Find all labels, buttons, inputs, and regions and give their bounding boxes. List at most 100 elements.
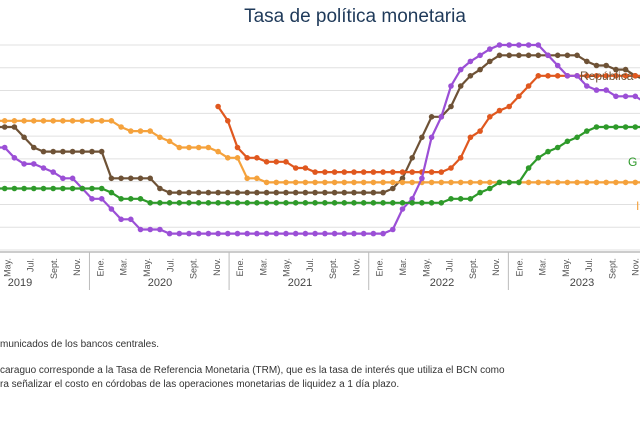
x-tick-label: Jul. [305,258,315,272]
x-tick-label: May. [282,258,292,277]
data-point [603,124,609,130]
data-point [89,196,95,202]
data-point [360,189,367,196]
data-point [322,179,328,186]
data-point [487,114,493,120]
data-point [292,179,299,186]
data-point [147,226,153,233]
data-point [254,175,260,182]
data-point [263,189,270,196]
data-point [166,230,173,237]
data-point [98,148,105,155]
data-point [535,179,542,186]
data-point [370,169,377,175]
data-point [613,73,619,79]
policy-rate-chart: Tasa de política monetaria May. Jul. Sept.… [0,6,640,290]
data-point [525,83,532,89]
data-point [632,179,639,186]
data-point [147,175,153,182]
data-point [457,66,464,73]
data-point [593,124,600,130]
data-point [360,230,367,237]
data-point [341,200,348,206]
data-point [380,200,386,206]
x-tick-label: Nov. [72,258,82,276]
data-point [215,103,221,110]
data-point [205,230,212,237]
data-point [380,179,386,186]
data-point [195,200,202,206]
data-point [244,189,250,196]
data-point [21,118,27,124]
data-point [467,73,474,79]
data-point [574,52,580,59]
data-point [487,58,493,65]
source-note: municados de los bancos centrales. [0,339,159,350]
data-point [50,118,56,124]
data-point [564,73,571,79]
data-point [390,200,396,206]
data-point [409,200,416,206]
grid-lines [0,44,640,251]
data-point [428,179,435,186]
data-point [487,185,493,192]
data-point [195,189,202,196]
data-point [118,124,124,130]
x-tick-label: Jul. [165,258,175,272]
data-point [312,230,318,237]
data-point [603,87,609,93]
data-point [1,144,8,151]
data-point [234,200,241,206]
data-point [399,206,406,212]
data-point [409,196,416,202]
x-tick-label: Ene. [95,258,105,277]
data-point [448,196,454,202]
data-point [89,148,95,155]
data-point [292,165,299,171]
data-point [390,169,396,175]
data-point [380,230,386,237]
data-point [302,230,309,237]
data-point [31,161,37,167]
data-point [215,148,221,155]
data-point [322,189,328,196]
chart-title: Tasa de política monetaria [244,6,466,27]
data-point [467,196,474,202]
data-point [292,200,299,206]
data-point [312,200,318,206]
data-point [21,134,27,141]
data-point [457,179,464,186]
data-point [399,200,406,206]
data-point [341,189,348,196]
data-point [622,179,629,186]
x-tick-label: Ene. [514,258,524,277]
data-point [205,189,212,196]
data-point [622,124,629,130]
data-point [351,189,357,196]
data-point [487,46,493,52]
data-point [390,226,396,233]
data-point [225,155,231,161]
data-point [419,200,425,206]
series-line-4 [0,125,640,204]
data-point [234,144,241,151]
data-point [69,148,76,155]
data-point [225,189,231,196]
x-tick-label: May. [561,258,571,277]
data-point [11,118,18,124]
data-point [186,230,192,237]
data-point [292,189,299,196]
data-point [584,128,590,134]
data-point [31,185,37,192]
data-point [60,185,66,192]
data-point [516,52,522,59]
data-point [166,189,173,196]
notes: municados de los bancos centrales. carag… [0,338,640,392]
data-point [40,148,47,155]
data-point [496,42,503,48]
data-point [574,73,580,79]
data-point [554,144,561,151]
x-tick-label: Sept. [189,258,199,279]
data-point [302,189,309,196]
x-tick-label: Jul. [584,258,594,272]
